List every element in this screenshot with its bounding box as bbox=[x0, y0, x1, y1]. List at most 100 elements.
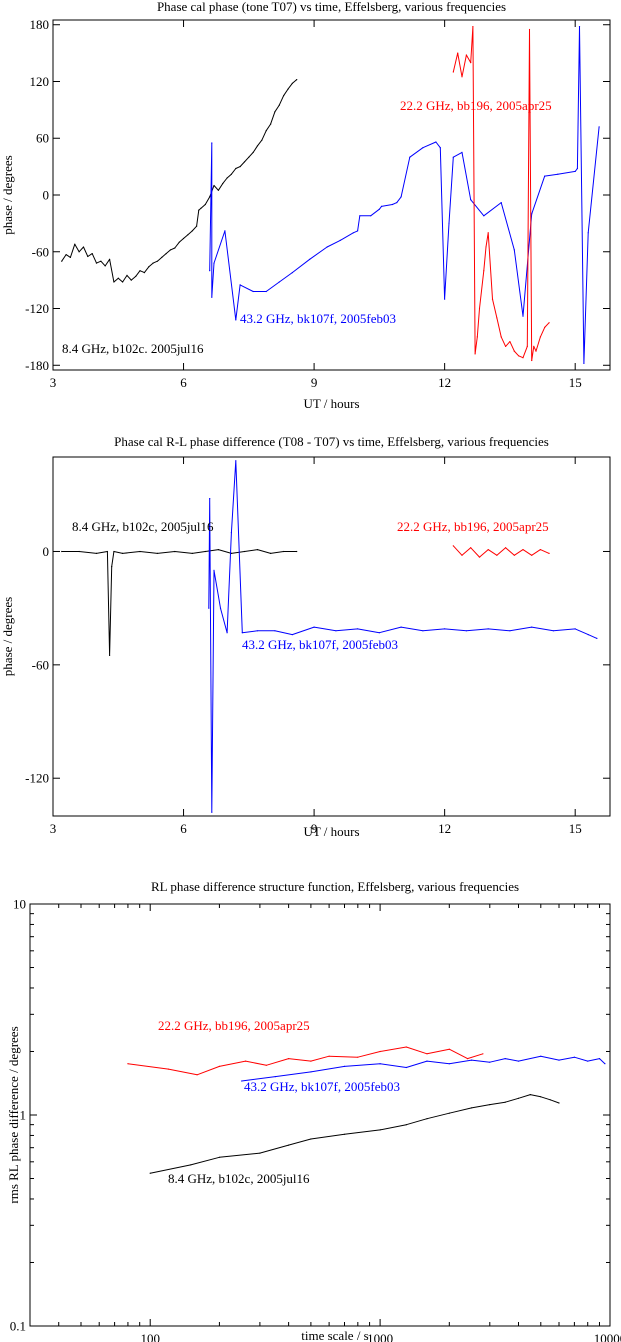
data-point bbox=[200, 207, 202, 209]
data-point bbox=[500, 336, 502, 338]
data-point bbox=[513, 350, 515, 352]
data-point bbox=[296, 550, 298, 553]
data-point bbox=[130, 279, 132, 281]
series-line bbox=[127, 1046, 484, 1076]
data-point bbox=[187, 234, 189, 236]
data-point bbox=[288, 1058, 290, 1060]
x-axis-label: UT / hours bbox=[303, 824, 359, 839]
data-point bbox=[526, 345, 528, 347]
data-point bbox=[100, 260, 102, 262]
data-point bbox=[522, 549, 524, 551]
data-point bbox=[509, 341, 511, 343]
data-point bbox=[291, 634, 293, 636]
series-annotation: 43.2 GHz, bk107f, 2005feb03 bbox=[240, 311, 396, 326]
data-point bbox=[533, 345, 535, 347]
data-point bbox=[226, 632, 228, 634]
data-point bbox=[335, 630, 337, 632]
data-point bbox=[487, 628, 489, 630]
plot-frame bbox=[29, 903, 611, 1327]
data-point bbox=[380, 205, 383, 207]
data-point bbox=[472, 26, 474, 28]
data-point bbox=[252, 151, 254, 153]
data-point bbox=[235, 167, 237, 170]
data-point bbox=[95, 262, 98, 264]
data-point bbox=[274, 1076, 276, 1078]
y-tick-label: 0.1 bbox=[10, 1319, 26, 1334]
data-point bbox=[596, 637, 598, 640]
data-point bbox=[574, 170, 576, 172]
x-tick-label: 6 bbox=[180, 375, 187, 390]
data-point bbox=[156, 552, 158, 555]
series-annotation: 22.2 GHz, bb196, 2005apr25 bbox=[400, 98, 552, 113]
data-point bbox=[583, 362, 585, 364]
data-point bbox=[465, 630, 467, 632]
data-point bbox=[259, 1152, 261, 1154]
data-point bbox=[339, 239, 341, 241]
y-tick-label: 10 bbox=[13, 897, 26, 912]
y-axis-label: phase / degrees bbox=[0, 155, 15, 234]
x-tick-label: 9 bbox=[311, 821, 318, 836]
data-point bbox=[587, 634, 589, 636]
data-point bbox=[448, 1048, 450, 1050]
data-point bbox=[370, 215, 372, 217]
data-point bbox=[465, 54, 467, 56]
data-point bbox=[61, 260, 63, 262]
data-point bbox=[252, 290, 254, 293]
data-point bbox=[540, 1096, 542, 1098]
data-point bbox=[309, 258, 311, 260]
data-point bbox=[352, 232, 354, 234]
data-point bbox=[357, 1056, 359, 1058]
data-point bbox=[357, 230, 359, 232]
y-tick-label: -180 bbox=[25, 358, 49, 373]
data-point bbox=[483, 215, 485, 217]
data-point bbox=[95, 552, 98, 555]
data-point bbox=[256, 630, 259, 632]
data-point bbox=[245, 1060, 247, 1062]
series-line bbox=[452, 26, 550, 361]
x-tick-label: 3 bbox=[50, 821, 57, 836]
data-point bbox=[531, 359, 533, 362]
data-point bbox=[452, 545, 454, 547]
y-tick-label: 0 bbox=[43, 544, 50, 559]
data-point bbox=[483, 270, 485, 272]
data-point bbox=[426, 1118, 428, 1120]
data-point bbox=[400, 196, 402, 198]
y-tick-label: -60 bbox=[32, 657, 49, 672]
data-point bbox=[230, 552, 232, 555]
data-point bbox=[548, 322, 550, 324]
data-point bbox=[343, 1065, 346, 1067]
data-point bbox=[209, 270, 211, 272]
data-point bbox=[152, 262, 154, 264]
data-point bbox=[287, 88, 289, 90]
data-point bbox=[196, 1074, 198, 1076]
data-point bbox=[448, 1063, 450, 1065]
y-axis-label: phase / degrees bbox=[0, 597, 15, 676]
data-point bbox=[226, 177, 228, 179]
data-point bbox=[65, 254, 67, 256]
data-point bbox=[452, 156, 454, 158]
series-line bbox=[61, 79, 298, 283]
data-point bbox=[161, 256, 163, 258]
data-point bbox=[504, 1101, 506, 1103]
data-point bbox=[74, 243, 76, 245]
data-point bbox=[391, 203, 393, 206]
data-point bbox=[209, 498, 211, 500]
x-tick-label: 9 bbox=[311, 375, 318, 390]
data-point bbox=[422, 147, 424, 149]
data-point bbox=[235, 460, 237, 462]
data-point bbox=[191, 230, 193, 232]
data-point bbox=[522, 315, 524, 317]
data-point bbox=[239, 284, 241, 286]
data-point bbox=[288, 1144, 290, 1146]
data-point bbox=[422, 630, 424, 632]
data-point bbox=[328, 1055, 330, 1057]
series-annotation: 43.2 GHz, bk107f, 2005feb03 bbox=[244, 1079, 400, 1094]
data-point bbox=[117, 277, 119, 279]
data-point bbox=[122, 281, 124, 283]
data-point bbox=[544, 326, 546, 328]
data-point bbox=[518, 355, 520, 357]
data-point bbox=[218, 1065, 220, 1067]
data-point bbox=[104, 265, 106, 267]
data-point bbox=[270, 552, 272, 555]
